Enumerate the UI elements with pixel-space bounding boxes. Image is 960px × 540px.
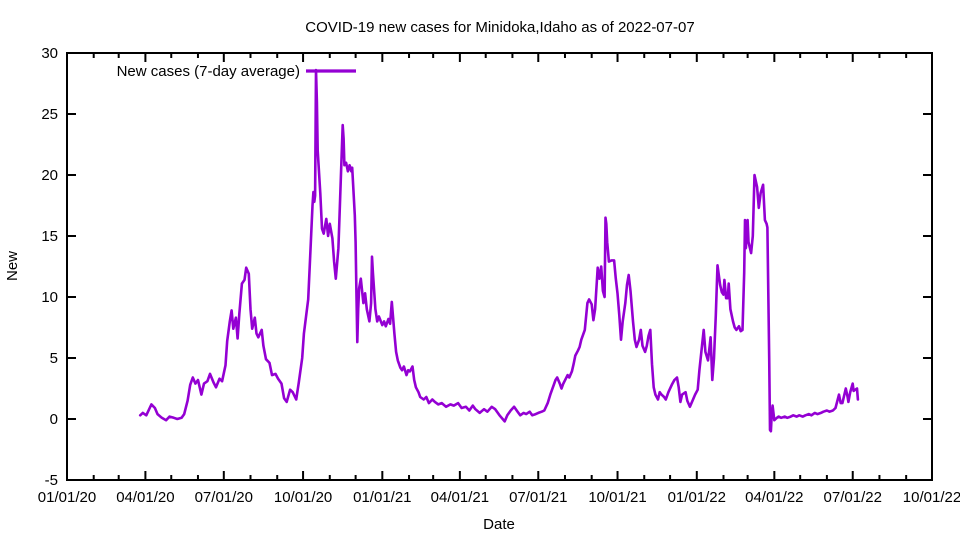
x-tick-label: 10/01/21 — [588, 489, 646, 506]
x-tick-labels: 01/01/20 04/01/20 07/01/20 10/01/20 01/01/21… — [38, 489, 960, 506]
x-tick-label: 01/01/21 — [353, 489, 411, 506]
y-ticks — [67, 52, 932, 481]
y-axis-title: New — [4, 251, 21, 281]
plot-frame — [66, 52, 933, 481]
y-tick-label: 0 — [50, 411, 58, 428]
plot-generated: 01/01/20 04/01/20 07/01/20 10/01/20 01/01/21… — [38, 45, 960, 506]
y-tick-label: 5 — [50, 350, 58, 367]
x-tick-label: 01/01/22 — [668, 489, 726, 506]
legend-label: New cases (7-day average) — [117, 63, 300, 80]
x-ticks — [66, 53, 933, 480]
y-tick-labels: -5 0 5 10 15 20 25 30 — [41, 45, 58, 489]
x-tick-label: 10/01/20 — [274, 489, 332, 506]
y-tick-label: 20 — [41, 167, 58, 184]
x-tick-label: 07/01/21 — [509, 489, 567, 506]
y-tick-label: 30 — [41, 45, 58, 62]
x-tick-label: 01/01/20 — [38, 489, 96, 506]
x-tick-label: 07/01/20 — [195, 489, 253, 506]
y-tick-label: 15 — [41, 228, 58, 245]
y-tick-label: 10 — [41, 289, 58, 306]
y-tick-label: 25 — [41, 106, 58, 123]
chart-title: COVID-19 new cases for Minidoka,Idaho as… — [305, 19, 694, 36]
x-tick-label: 04/01/21 — [431, 489, 489, 506]
x-axis-title: Date — [483, 516, 515, 533]
x-tick-label: 04/01/20 — [116, 489, 174, 506]
data-line — [138, 68, 860, 433]
x-tick-label: 07/01/22 — [824, 489, 882, 506]
x-tick-label: 04/01/22 — [745, 489, 803, 506]
x-tick-label: 10/01/22 — [903, 489, 960, 506]
y-tick-label: -5 — [45, 472, 58, 489]
